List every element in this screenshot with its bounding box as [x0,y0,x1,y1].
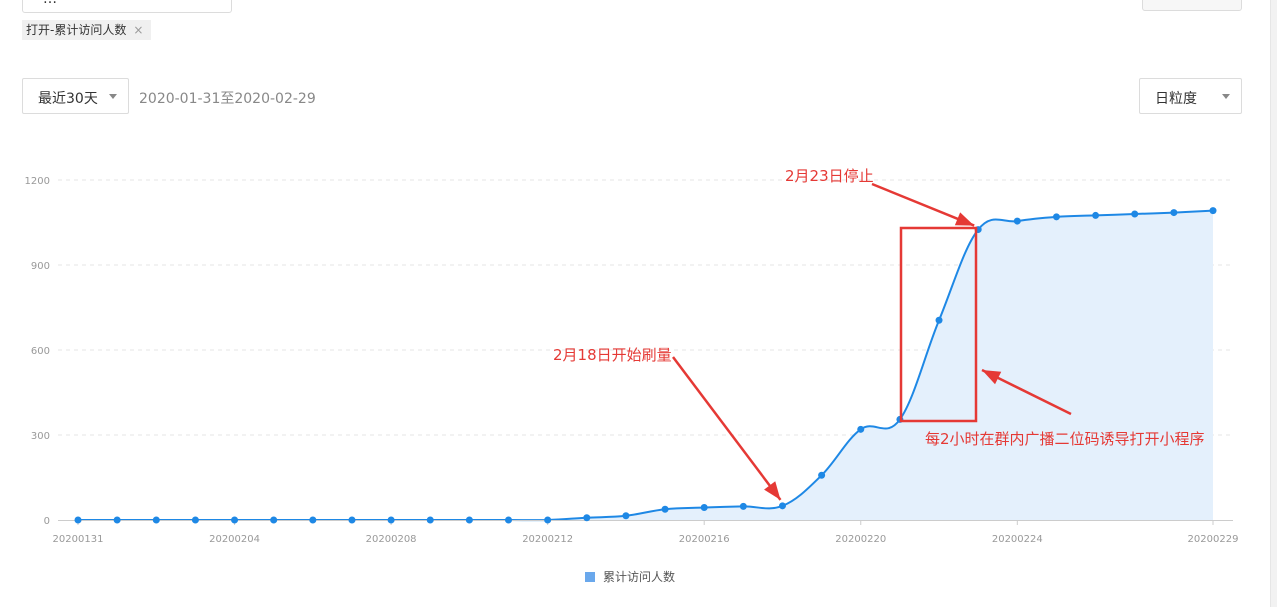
x-tick-label: 20200216 [679,534,730,545]
chevron-down-icon [1222,94,1230,99]
x-tick-label: 20200204 [209,534,260,545]
annotation-note-text: 每2小时在群内广播二位码诱导打开小程序 [925,430,1205,448]
annotation-stop-arrow [871,182,975,227]
data-point [1209,207,1217,215]
granularity-select-label: 日粒度 [1155,91,1197,107]
legend-label: 累计访问人数 [603,570,676,584]
x-tick-label: 20200229 [1188,534,1239,545]
data-point [1092,211,1100,219]
y-axis-ticks: 0 300 600 900 1200 [25,176,50,527]
date-range-text: 2020-01-31至2020-02-29 [139,91,316,107]
data-point [778,502,786,510]
data-point [661,505,669,513]
data-point [152,516,160,524]
chart-points [74,207,1217,524]
annotation-start-arrow [672,356,782,501]
y-tick-label: 900 [31,261,50,272]
x-axis-ticks: 20200131 20200204 20200208 20200212 20200216… [53,520,1239,545]
y-tick-label: 1200 [25,176,50,187]
data-point [1052,213,1060,221]
filter-tag-label: 打开-累计访问人数 [26,23,127,37]
data-point [348,516,356,524]
data-point [1013,217,1021,225]
data-point [622,512,630,520]
x-tick-label: 20200212 [522,534,573,545]
data-point [505,516,513,524]
annotation-start-arrow-head [764,481,781,500]
y-tick-label: 0 [44,516,50,527]
annotation-box [899,226,978,423]
data-point [191,516,199,524]
data-point [309,516,317,524]
top-right-button[interactable] [1142,0,1242,11]
data-point [818,471,826,479]
data-point [465,516,473,524]
date-range-select[interactable]: 最近30天 [22,78,129,114]
data-point [113,516,121,524]
y-tick-label: 300 [31,431,50,442]
annotation-stop-text: 2月23日停止 [785,167,874,185]
data-point [387,516,395,524]
data-point [74,516,82,524]
granularity-select[interactable]: 日粒度 [1139,78,1242,114]
x-tick-label: 20200208 [366,534,417,545]
data-point [583,514,591,522]
x-tick-label: 20200224 [992,534,1043,545]
page-scrollbar[interactable] [1270,0,1277,607]
x-tick-label: 20200220 [835,534,886,545]
data-point [857,425,865,433]
annotation-start-text: 2月18日开始刷量 [553,346,672,364]
chevron-down-icon [109,94,117,99]
annotation-note-arrow-head [982,370,1002,385]
data-point [270,516,278,524]
data-point [1170,209,1178,217]
data-point [426,516,434,524]
metric-select[interactable]: … [22,0,232,13]
filter-tag: 打开-累计访问人数 × [22,20,152,40]
date-range-select-label: 最近30天 [38,91,98,107]
data-point [231,516,239,524]
data-point [739,502,747,510]
metric-select-value: … [43,0,57,7]
data-point [935,316,943,324]
chart-area-fill [78,210,1213,521]
data-point [544,516,552,524]
data-point [700,504,708,512]
filter-tag-close-icon[interactable]: × [133,23,144,37]
data-point [1131,210,1139,218]
annotation-stop-arrow-head [954,212,975,226]
chart-legend[interactable]: 累计访问人数 [585,568,675,585]
x-tick-label: 20200131 [53,534,104,545]
y-tick-label: 600 [31,346,50,357]
legend-swatch [585,571,595,582]
